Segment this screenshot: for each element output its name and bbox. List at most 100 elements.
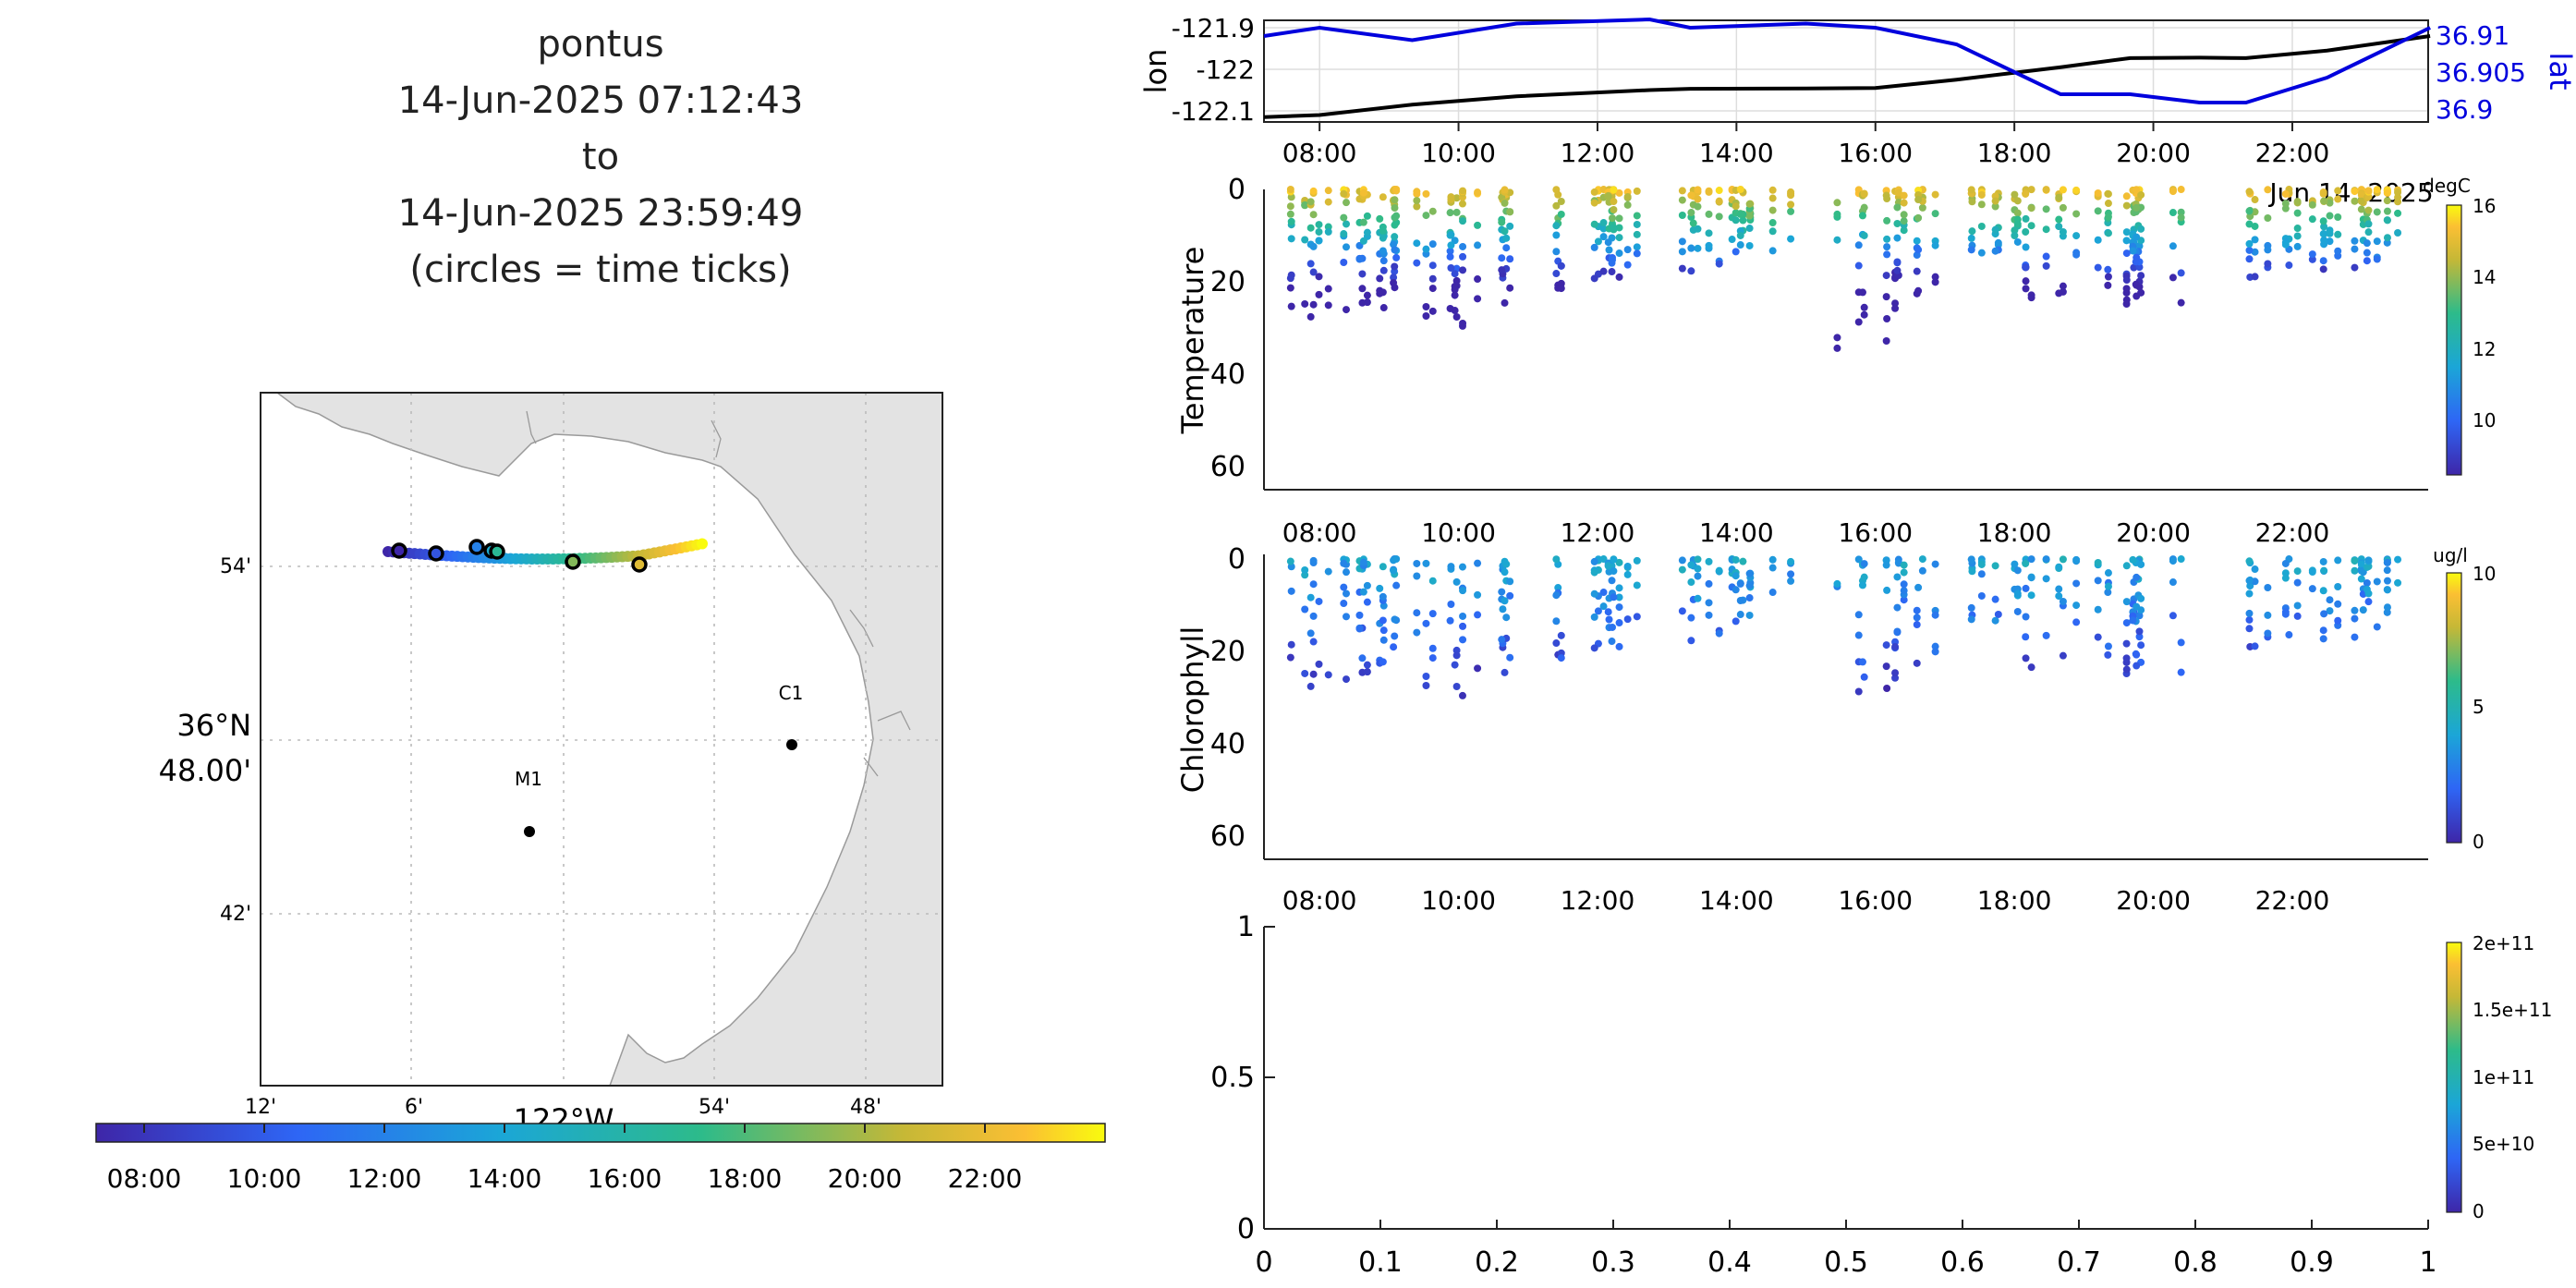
temperature-point [1914,213,1923,222]
lat-tick-top: 36.91 [2436,20,2509,51]
temperature-point [1376,274,1384,283]
temperature-point [2308,215,2316,224]
chlorophyll-point [1732,572,1740,580]
temperature-point [1552,231,1561,239]
chlorophyll-point [2129,616,2137,625]
temperature-point [1883,235,1891,243]
chlorophyll-point [1883,684,1891,692]
temperature-point [1605,246,1613,254]
chlorophyll-point [1413,609,1421,617]
chlorophyll-point [1379,563,1387,571]
temperature-point [1452,208,1461,216]
temperature-point [2130,263,2138,272]
temperature-point [2319,189,2327,198]
chlorophyll-point [2308,568,2316,577]
temperature-point [1694,225,1702,233]
temperature-point [2383,238,2391,247]
chlorophyll-point [2135,627,2144,636]
temp-cbar-16: 16 [2473,195,2496,217]
chlorophyll-point [1931,560,1939,568]
temperature-point [1446,209,1454,217]
time-colorbar-gradient [95,1123,1106,1143]
temperature-point [1883,314,1891,322]
chlorophyll-point [1358,654,1367,662]
lat-label-42: 42' [220,903,251,926]
temperature-point [2364,187,2373,195]
chlorophyll-point [1931,642,1939,650]
chlorophyll-point [1687,578,1695,587]
temperature-point [1506,284,1514,292]
chlorophyll-point [1736,611,1744,619]
station-c1-marker [786,739,797,750]
chlorophyll-point [2122,639,2131,648]
chlorophyll-point [1287,587,1295,595]
chlorophyll-point [1554,584,1562,592]
chlorophyll-point [2122,619,2131,627]
temperature-point [1745,241,1754,249]
temperature-point [2177,213,2185,222]
temperature-point [1705,229,1713,237]
temperature-point [2132,203,2141,212]
x-tick-label: 14:00 [1699,138,1774,168]
temperature-point [2137,190,2145,199]
chlorophyll-point [2011,560,2019,568]
chlorophyll-point [1858,658,1866,666]
temperature-point [2264,260,2272,268]
chlorophyll-point [2281,559,2290,567]
chlorophyll-point [2383,608,2391,616]
temperature-point [1615,273,1623,281]
temperature-point [1604,192,1612,200]
lon-label-54: 54' [699,1096,730,1119]
temperature-point [1459,252,1467,261]
temperature-point [1882,272,1890,280]
temperature-point [1502,234,1511,242]
chlorophyll-point [2293,612,2302,620]
empty-x-tick-label: 0 [1255,1246,1272,1279]
chlorophyll-point [1309,556,1318,565]
chlorophyll-point [1391,632,1399,640]
temperature-point [2334,230,2342,238]
temperature-point [2132,253,2141,261]
temperature-point [1914,246,1923,254]
empty-x-tick-label: 0.7 [2057,1246,2101,1279]
chlorophyll-point [2104,589,2112,597]
temperature-point [2027,204,2035,213]
temperature-point [1286,274,1294,283]
chlorophyll-point [1860,573,1868,581]
chlorophyll-point [2042,631,2050,639]
temperature-point [2373,208,2381,216]
chlorophyll-point [1343,568,1351,577]
chlorophyll-point [2394,555,2402,564]
temperature-point [2281,200,2290,208]
chlorophyll-point [2383,558,2391,566]
title-to: to [581,136,620,178]
temperature-point [1860,190,1868,199]
temperature-point [1991,197,1999,205]
chlorophyll-point [2027,555,2035,564]
chlorophyll-point [1732,555,1740,564]
temperature-point [2169,209,2177,217]
temperature-point [1787,207,1795,215]
x-tick-label: 16:00 [1838,885,1913,916]
temperature-point [1422,212,1430,220]
temperature-point [1633,212,1641,220]
temperature-point [1552,248,1561,256]
temperature-point [1506,255,1514,263]
temperature-point [2394,193,2402,201]
chlorophyll-point [1833,579,1841,588]
chlorophyll-point [1506,653,1514,662]
chlorophyll-point [2135,633,2144,641]
temperature-point [1678,187,1686,195]
chlorophyll-point [2027,663,2035,672]
chlorophyll-point [2351,557,2359,565]
chlorophyll-point [1301,565,1309,574]
temperature-point [2264,246,2272,254]
chlorophyll-point [1900,580,1908,589]
temperature-point [1599,267,1608,275]
lat-axis-label: lat [2543,52,2576,90]
temperature-point [2357,205,2365,213]
chlorophyll-point [1422,673,1430,681]
chlorophyll-point [1615,603,1623,612]
chlorophyll-point [2281,569,2290,577]
temperature-point [2027,222,2035,230]
